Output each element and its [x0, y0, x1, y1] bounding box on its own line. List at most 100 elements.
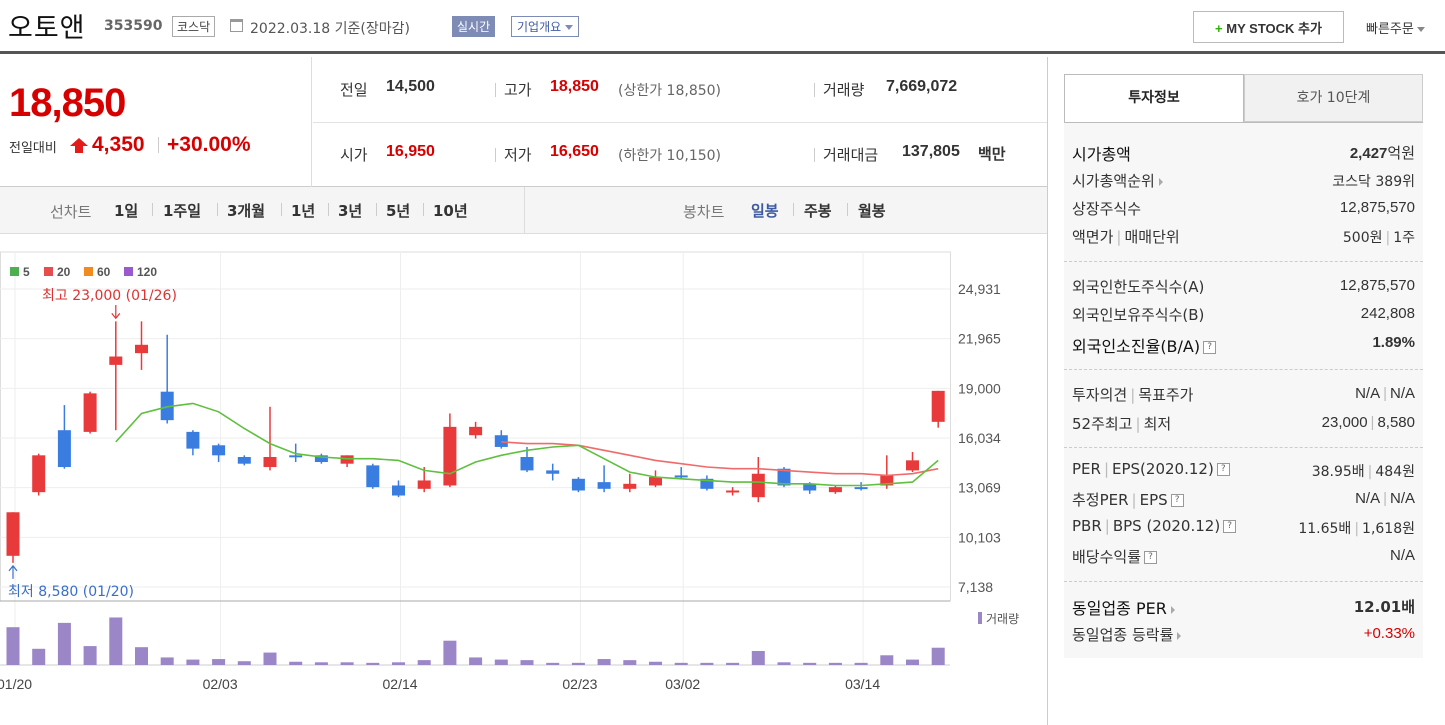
- est-per-label-group: 추정PER | EPS?: [1072, 489, 1184, 510]
- low-arrow-icon: [8, 564, 18, 572]
- period-3y[interactable]: 3년: [338, 202, 363, 220]
- x-tick-label: 03/14: [845, 676, 880, 692]
- period-1y[interactable]: 1년: [291, 202, 316, 220]
- help-icon[interactable]: ?: [1144, 551, 1158, 564]
- legend-swatch: [10, 267, 19, 276]
- volume-bar: [83, 646, 97, 665]
- candle-weekly[interactable]: 주봉: [804, 202, 832, 220]
- divider: [423, 203, 424, 216]
- market-cap-rank-value: 코스닥 389위: [1332, 174, 1415, 190]
- candle-body: [6, 512, 20, 556]
- candle-body: [392, 485, 405, 496]
- change-label: 전일대비: [9, 141, 57, 156]
- quick-order-button[interactable]: 빠른주문: [1366, 18, 1425, 37]
- change-value: 4,350: [92, 133, 145, 156]
- chart-period-bar: 선차트 1일 1주일 3개월 1년 3년 5년 10년 봉차트 일봉 주봉 월봉: [0, 187, 1047, 234]
- week52-low-value: 8,580: [1377, 414, 1415, 431]
- market-cap-rank-label-group: 시가총액순위: [1072, 170, 1163, 191]
- opinion-label: 투자의견: [1072, 386, 1128, 404]
- divider: |: [1383, 385, 1387, 402]
- divider: [1064, 261, 1423, 262]
- period-3m[interactable]: 3개월: [227, 202, 266, 220]
- divider: |: [1104, 517, 1110, 535]
- tab-investment-info[interactable]: 투자정보: [1064, 74, 1244, 122]
- plus-icon: +: [1215, 20, 1223, 36]
- unit-label: 매매단위: [1124, 228, 1180, 246]
- volume-bar: [443, 640, 457, 665]
- candle-body: [854, 487, 868, 490]
- sector-per-label: 동일업종 PER: [1072, 599, 1167, 618]
- divider: [793, 203, 794, 216]
- help-icon[interactable]: ?: [1216, 463, 1230, 476]
- foreign-rate-value: 1.89%: [1372, 334, 1415, 351]
- x-tick-label: 03/02: [665, 676, 700, 692]
- eps-label: EPS(2020.12): [1112, 460, 1214, 478]
- divider: [217, 203, 218, 216]
- high-value: 18,850: [550, 78, 599, 95]
- caret-right-icon: [1158, 177, 1163, 186]
- candle-body: [160, 391, 174, 421]
- market-cap-value-group: 2,427억원: [1350, 142, 1415, 163]
- candle-body: [623, 483, 637, 489]
- market-cap-label: 시가총액: [1072, 145, 1131, 164]
- market-cap-unit: 억원: [1387, 144, 1415, 162]
- candle-chart-label: 봉차트: [683, 203, 725, 221]
- help-icon[interactable]: ?: [1203, 341, 1217, 354]
- foreign-limit-value: 12,875,570: [1339, 277, 1415, 294]
- candle-body: [135, 344, 148, 354]
- candle-body: [751, 473, 765, 498]
- legend-label: 20: [57, 265, 71, 279]
- divider: |: [1130, 386, 1136, 404]
- volume-bar: [417, 660, 431, 665]
- company-overview-dropdown[interactable]: 기업개요: [511, 16, 579, 37]
- high-annotation: 최고 23,000 (01/26): [42, 288, 177, 304]
- sector-per-row[interactable]: 동일업종 PER 12.01배: [1072, 595, 1415, 618]
- add-my-stock-label: MY STOCK 추가: [1226, 20, 1322, 36]
- y-tick-label: 10,103: [958, 529, 1001, 545]
- candle-body: [417, 480, 431, 489]
- candle-body: [571, 478, 585, 491]
- opinion-value-group: N/A | N/A: [1355, 385, 1415, 402]
- market-cap-value: 2,427: [1349, 145, 1388, 162]
- candle-body: [906, 460, 919, 471]
- add-my-stock-button[interactable]: + MY STOCK 추가: [1193, 11, 1344, 43]
- dividend-label: 배당수익률: [1072, 548, 1142, 566]
- stock-code: 353590: [104, 18, 163, 34]
- quick-order-label: 빠른주문: [1366, 22, 1414, 37]
- volume-bar: [597, 659, 611, 665]
- week52-value-group: 23,000 | 8,580: [1322, 414, 1415, 431]
- help-icon[interactable]: ?: [1223, 520, 1237, 533]
- low-label: 저가: [504, 146, 532, 164]
- pbr-bps-row: PBR | BPS (2020.12)? 11.65배 | 1,618원: [1072, 517, 1415, 539]
- period-1d[interactable]: 1일: [114, 202, 139, 220]
- divider: |: [1367, 464, 1373, 480]
- help-icon[interactable]: ?: [1170, 494, 1184, 507]
- market-cap-rank-row[interactable]: 시가총액순위 코스닥 389위: [1072, 170, 1415, 192]
- sector-change-row[interactable]: 동일업종 등락률 +0.33%: [1072, 624, 1415, 646]
- divider: |: [1370, 414, 1375, 431]
- tab-orderbook-10[interactable]: 호가 10단계: [1244, 74, 1423, 122]
- week52-high-value: 23,000: [1321, 414, 1368, 431]
- current-price: 18,850: [9, 81, 126, 125]
- stock-chart[interactable]: 24,931 21,965 19,000 16,034 13,069 10,103 7,13…: [0, 235, 1047, 725]
- ma5-line: [115, 402, 939, 487]
- realtime-button[interactable]: 실시간: [452, 16, 496, 37]
- volume-bar: [494, 659, 508, 665]
- period-1w[interactable]: 1주일: [163, 202, 202, 220]
- candle-daily[interactable]: 일봉: [751, 202, 779, 220]
- est-eps-value: N/A: [1389, 490, 1415, 507]
- volume-bar: [700, 662, 714, 665]
- candle-monthly[interactable]: 월봉: [858, 202, 886, 220]
- volume-bar: [880, 655, 894, 665]
- legend-swatch: [84, 267, 93, 276]
- foreign-hold-value: 242,808: [1360, 305, 1415, 322]
- divider: [814, 148, 815, 162]
- week52-low-label: 최저: [1143, 415, 1172, 433]
- candle-body: [340, 455, 354, 464]
- divider: |: [1354, 521, 1360, 537]
- divider: [495, 83, 496, 97]
- sector-change-value: +0.33%: [1363, 625, 1415, 642]
- period-5y[interactable]: 5년: [386, 202, 411, 220]
- period-10y[interactable]: 10년: [433, 202, 468, 220]
- est-per-value: N/A: [1355, 490, 1381, 507]
